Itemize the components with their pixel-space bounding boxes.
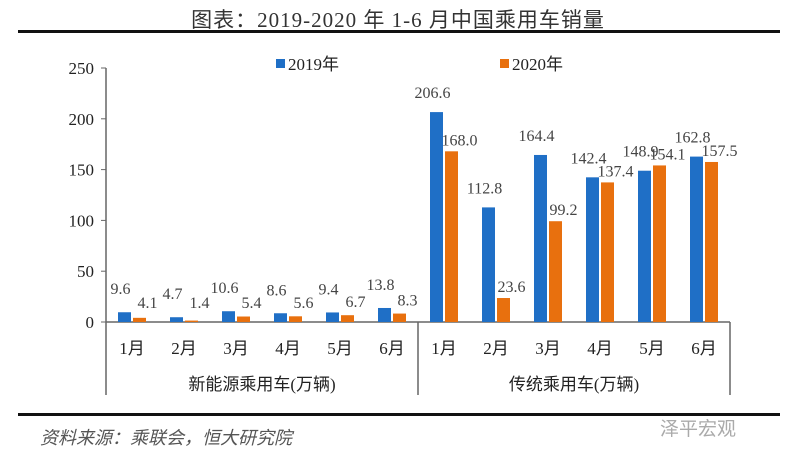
x-tick-label: 5月 (327, 339, 353, 358)
bar-2019年 (690, 156, 703, 322)
data-label: 4.7 (163, 286, 183, 303)
data-label: 10.6 (211, 280, 239, 297)
bar-2019年 (118, 312, 131, 322)
legend-label: 2020年 (512, 55, 563, 74)
top-rule (18, 30, 780, 33)
data-label: 8.6 (267, 282, 287, 299)
bar-2020年 (237, 316, 250, 322)
data-label: 4.1 (138, 295, 158, 312)
chart-title: 图表：2019-2020 年 1-6 月中国乘用车销量 (191, 8, 605, 32)
data-label: 137.4 (598, 163, 634, 180)
bar-2019年 (274, 313, 287, 322)
data-label: 206.6 (415, 85, 451, 102)
group-label: 传统乘用车(万辆) (509, 375, 639, 394)
data-label: 99.2 (550, 202, 578, 219)
data-label: 8.3 (398, 293, 418, 310)
data-label: 13.8 (367, 277, 395, 294)
bar-2019年 (482, 207, 495, 322)
x-tick-label: 4月 (275, 339, 301, 358)
watermark: 泽平宏观 (660, 418, 737, 440)
x-tick-label: 5月 (639, 339, 665, 358)
bar-2020年 (445, 151, 458, 322)
y-tick-label: 250 (69, 59, 95, 78)
source-note: 资料来源：乘联会，恒大研究院 (40, 428, 292, 448)
y-tick-label: 100 (69, 211, 95, 230)
data-label: 112.8 (467, 180, 502, 197)
data-label: 157.5 (702, 143, 738, 160)
x-tick-label: 1月 (431, 339, 457, 358)
data-label: 5.4 (242, 295, 262, 312)
bar-2019年 (222, 311, 235, 322)
data-label: 1.4 (190, 295, 210, 312)
bar-2020年 (133, 317, 146, 322)
bar-2020年 (341, 315, 354, 322)
legend-swatch (500, 59, 509, 68)
x-tick-label: 3月 (535, 339, 561, 358)
bar-2019年 (534, 154, 547, 322)
bar-2019年 (638, 170, 651, 322)
y-tick-label: 50 (77, 262, 94, 281)
data-label: 168.0 (442, 132, 478, 149)
bar-2020年 (185, 320, 198, 322)
bar-2020年 (393, 313, 406, 322)
bar-2020年 (601, 182, 614, 322)
bar-2019年 (326, 312, 339, 322)
x-tick-label: 4月 (587, 339, 613, 358)
y-tick-label: 0 (86, 313, 95, 332)
data-label: 154.1 (650, 146, 686, 163)
x-tick-label: 3月 (223, 339, 249, 358)
bar-2020年 (705, 161, 718, 322)
x-tick-label: 6月 (691, 339, 717, 358)
bar-2019年 (378, 307, 391, 322)
x-tick-label: 1月 (119, 339, 145, 358)
x-tick-label: 2月 (483, 339, 509, 358)
x-tick-label: 6月 (379, 339, 405, 358)
x-tick-label: 2月 (171, 339, 197, 358)
bar-2019年 (586, 177, 599, 322)
data-label: 23.6 (498, 279, 526, 296)
bar-2020年 (289, 316, 302, 322)
bar-2020年 (549, 221, 562, 322)
data-label: 142.4 (571, 150, 607, 167)
y-tick-label: 200 (69, 110, 95, 129)
data-label: 6.7 (346, 294, 366, 311)
legend-label: 2019年 (288, 55, 339, 74)
bottom-rule (18, 413, 780, 416)
group-label: 新能源乘用车(万辆) (188, 375, 335, 394)
bar-2020年 (653, 165, 666, 322)
data-label: 9.4 (319, 281, 339, 298)
y-tick-label: 150 (69, 161, 95, 180)
data-label: 162.8 (675, 130, 711, 147)
data-label: 164.4 (519, 128, 555, 145)
data-label: 148.9 (623, 144, 659, 161)
bar-2019年 (170, 317, 183, 322)
data-label: 5.6 (294, 295, 314, 312)
bar-2019年 (430, 112, 443, 323)
data-label: 9.6 (111, 281, 131, 298)
legend-swatch (276, 59, 285, 68)
bar-2020年 (497, 298, 510, 322)
